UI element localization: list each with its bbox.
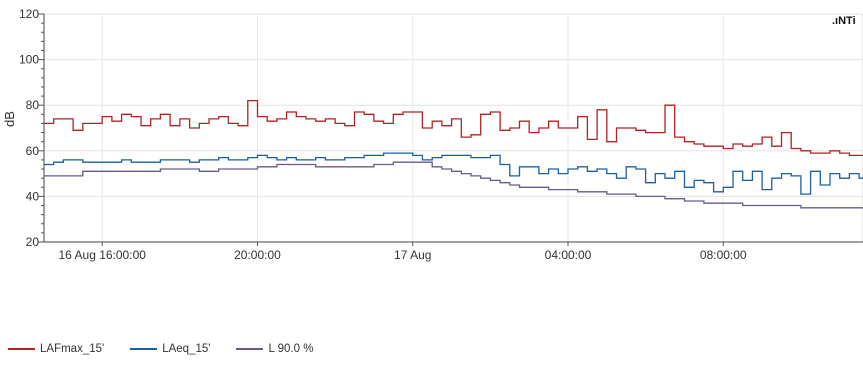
legend-label-l90: L 90.0 % — [268, 343, 314, 355]
legend-item-l90[interactable]: L 90.0 % — [236, 343, 313, 355]
y-tick-label: 80 — [26, 98, 40, 112]
legend-swatch-lafmax — [8, 348, 35, 350]
series-lines — [44, 99, 863, 209]
x-tick-label: 16 Aug 16:00:00 — [59, 248, 147, 262]
grid — [43, 13, 863, 243]
legend-item-lafmax[interactable]: LAFmax_15' — [8, 343, 104, 355]
legend-item-laeq[interactable]: LAeq_15' — [130, 343, 210, 355]
x-tick-label: 08:00:00 — [700, 248, 747, 262]
legend: LAFmax_15' LAeq_15' L 90.0 % — [8, 343, 339, 355]
legend-label-laeq: LAeq_15' — [162, 343, 211, 355]
y-tick-label: 60 — [26, 144, 40, 158]
x-tick-label: 20:00:00 — [234, 248, 281, 262]
y-tick-label: 120 — [19, 7, 39, 21]
series-line-0 — [44, 99, 863, 157]
y-tick-label: 20 — [26, 235, 40, 249]
x-tick-label: 17 Aug — [394, 248, 431, 262]
brand-logo: .ıNTi — [832, 15, 856, 27]
legend-label-lafmax: LAFmax_15' — [40, 343, 105, 355]
x-tick-label: 04:00:00 — [545, 248, 592, 262]
y-tick-label: 100 — [19, 53, 39, 67]
y-axis-label: dB — [2, 111, 17, 127]
series-line-2 — [44, 161, 863, 209]
y-tick-label: 40 — [26, 189, 40, 203]
axes: 20 40 60 80 100 120 16 Aug 16:00:00 20:00:00 17 … — [19, 7, 863, 262]
series-line-1 — [44, 152, 863, 195]
plot-frame — [43, 13, 863, 243]
legend-swatch-laeq — [130, 348, 158, 350]
legend-swatch-l90 — [236, 348, 264, 350]
